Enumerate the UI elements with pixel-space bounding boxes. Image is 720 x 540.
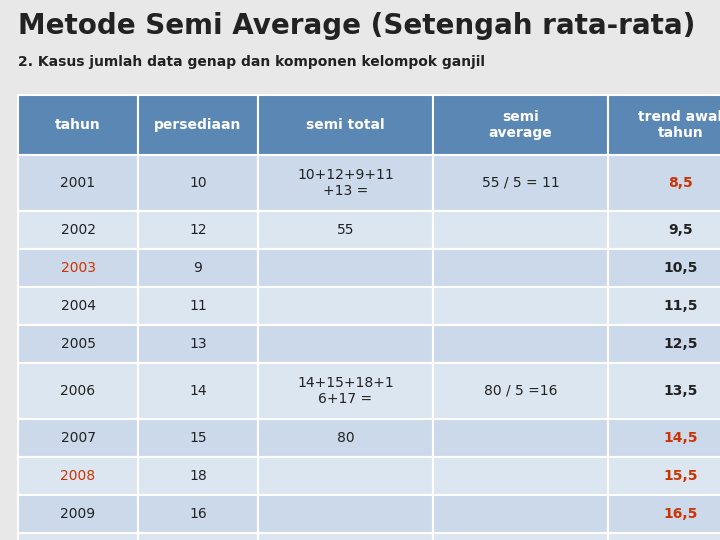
Bar <box>18 495 138 533</box>
Bar <box>18 155 138 211</box>
Bar <box>608 533 720 540</box>
Text: 14+15+18+1
6+17 =: 14+15+18+1 6+17 = <box>297 376 394 406</box>
Text: 12,5: 12,5 <box>663 337 698 351</box>
Bar <box>258 457 433 495</box>
Text: 80: 80 <box>337 431 354 445</box>
Text: 2004: 2004 <box>60 299 96 313</box>
Bar <box>138 363 258 419</box>
Bar <box>433 495 608 533</box>
Text: 2007: 2007 <box>60 431 96 445</box>
Bar <box>258 533 433 540</box>
Bar <box>258 419 433 457</box>
Bar <box>258 249 433 287</box>
Text: 2001: 2001 <box>60 176 96 190</box>
Bar <box>258 495 433 533</box>
Bar <box>433 363 608 419</box>
Bar <box>18 457 138 495</box>
Text: persediaan: persediaan <box>154 118 242 132</box>
Bar <box>18 363 138 419</box>
Text: semi
average: semi average <box>489 110 552 140</box>
Bar <box>18 211 138 249</box>
Bar <box>138 95 258 155</box>
Text: 2003: 2003 <box>60 261 96 275</box>
Bar <box>433 533 608 540</box>
Bar <box>138 457 258 495</box>
Bar <box>138 287 258 325</box>
Text: 55: 55 <box>337 223 354 237</box>
Text: 14,5: 14,5 <box>663 431 698 445</box>
Text: 2. Kasus jumlah data genap dan komponen kelompok ganjil: 2. Kasus jumlah data genap dan komponen … <box>18 55 485 69</box>
Bar <box>258 155 433 211</box>
Text: 8,5: 8,5 <box>668 176 693 190</box>
Bar <box>433 287 608 325</box>
Text: 14: 14 <box>189 384 207 398</box>
Bar <box>18 533 138 540</box>
Text: 13: 13 <box>189 337 207 351</box>
Bar <box>18 95 138 155</box>
Text: 12: 12 <box>189 223 207 237</box>
Bar <box>608 495 720 533</box>
Bar <box>18 287 138 325</box>
Text: 2002: 2002 <box>60 223 96 237</box>
Bar <box>608 249 720 287</box>
Bar <box>433 95 608 155</box>
Text: 16,5: 16,5 <box>663 507 698 521</box>
Text: 2005: 2005 <box>60 337 96 351</box>
Bar <box>608 457 720 495</box>
Bar <box>608 419 720 457</box>
Text: 9,5: 9,5 <box>668 223 693 237</box>
Text: 10: 10 <box>189 176 207 190</box>
Bar <box>258 95 433 155</box>
Bar <box>18 325 138 363</box>
Bar <box>258 363 433 419</box>
Text: semi total: semi total <box>306 118 384 132</box>
Text: 15: 15 <box>189 431 207 445</box>
Bar <box>608 211 720 249</box>
Bar <box>433 249 608 287</box>
Text: trend awal
tahun: trend awal tahun <box>639 110 720 140</box>
Text: 18: 18 <box>189 469 207 483</box>
Bar <box>18 419 138 457</box>
Bar <box>138 249 258 287</box>
Bar <box>433 211 608 249</box>
Text: 10+12+9+11
+13 =: 10+12+9+11 +13 = <box>297 168 394 198</box>
Bar <box>433 419 608 457</box>
Bar <box>608 325 720 363</box>
Text: 10,5: 10,5 <box>663 261 698 275</box>
Text: 55 / 5 = 11: 55 / 5 = 11 <box>482 176 559 190</box>
Text: 80 / 5 =16: 80 / 5 =16 <box>484 384 557 398</box>
Bar <box>138 419 258 457</box>
Bar <box>18 249 138 287</box>
Text: 13,5: 13,5 <box>663 384 698 398</box>
Bar <box>138 533 258 540</box>
Bar <box>258 287 433 325</box>
Bar <box>608 363 720 419</box>
Bar <box>433 155 608 211</box>
Bar <box>258 211 433 249</box>
Text: 16: 16 <box>189 507 207 521</box>
Text: tahun: tahun <box>55 118 101 132</box>
Bar <box>433 457 608 495</box>
Text: 2009: 2009 <box>60 507 96 521</box>
Bar <box>138 211 258 249</box>
Text: Metode Semi Average (Setengah rata-rata): Metode Semi Average (Setengah rata-rata) <box>18 12 696 40</box>
Text: 2006: 2006 <box>60 384 96 398</box>
Bar <box>138 325 258 363</box>
Text: 2008: 2008 <box>60 469 96 483</box>
Bar <box>608 155 720 211</box>
Bar <box>608 95 720 155</box>
Bar <box>608 287 720 325</box>
Bar <box>138 495 258 533</box>
Text: 9: 9 <box>194 261 202 275</box>
Text: 15,5: 15,5 <box>663 469 698 483</box>
Text: 11,5: 11,5 <box>663 299 698 313</box>
Text: 11: 11 <box>189 299 207 313</box>
Bar <box>258 325 433 363</box>
Bar <box>433 325 608 363</box>
Bar <box>138 155 258 211</box>
